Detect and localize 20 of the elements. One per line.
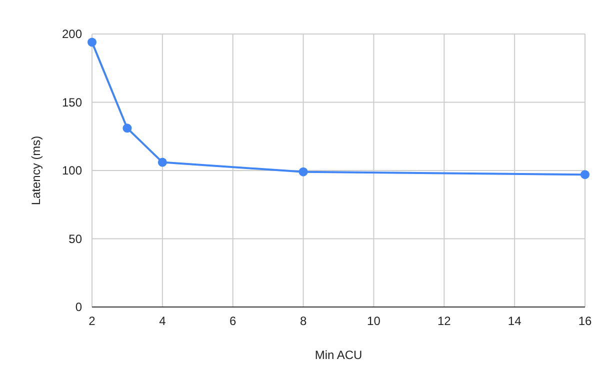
x-tick-label: 12: [437, 314, 452, 328]
y-tick-label: 0: [75, 300, 82, 314]
x-tick-label: 4: [159, 314, 166, 328]
x-tick-label: 14: [508, 314, 522, 328]
point: [88, 38, 96, 47]
y-tick-label: 200: [62, 27, 82, 42]
x-tick-label: 10: [367, 314, 381, 328]
x-tick-label: 8: [300, 314, 307, 328]
y-axis-title: Latency (ms): [29, 136, 43, 206]
y-tick-label: 100: [62, 164, 82, 178]
y-tick-label: 150: [62, 95, 82, 110]
point: [298, 167, 308, 176]
x-tick-label: 6: [230, 314, 237, 328]
point: [158, 158, 167, 167]
point: [122, 124, 132, 133]
point: [580, 170, 590, 180]
y-tick-label: 50: [68, 232, 82, 246]
x-tick-label: 2: [88, 314, 96, 328]
x-axis-title: Min ACU: [314, 348, 362, 362]
x-tick-label: 16: [578, 314, 592, 328]
